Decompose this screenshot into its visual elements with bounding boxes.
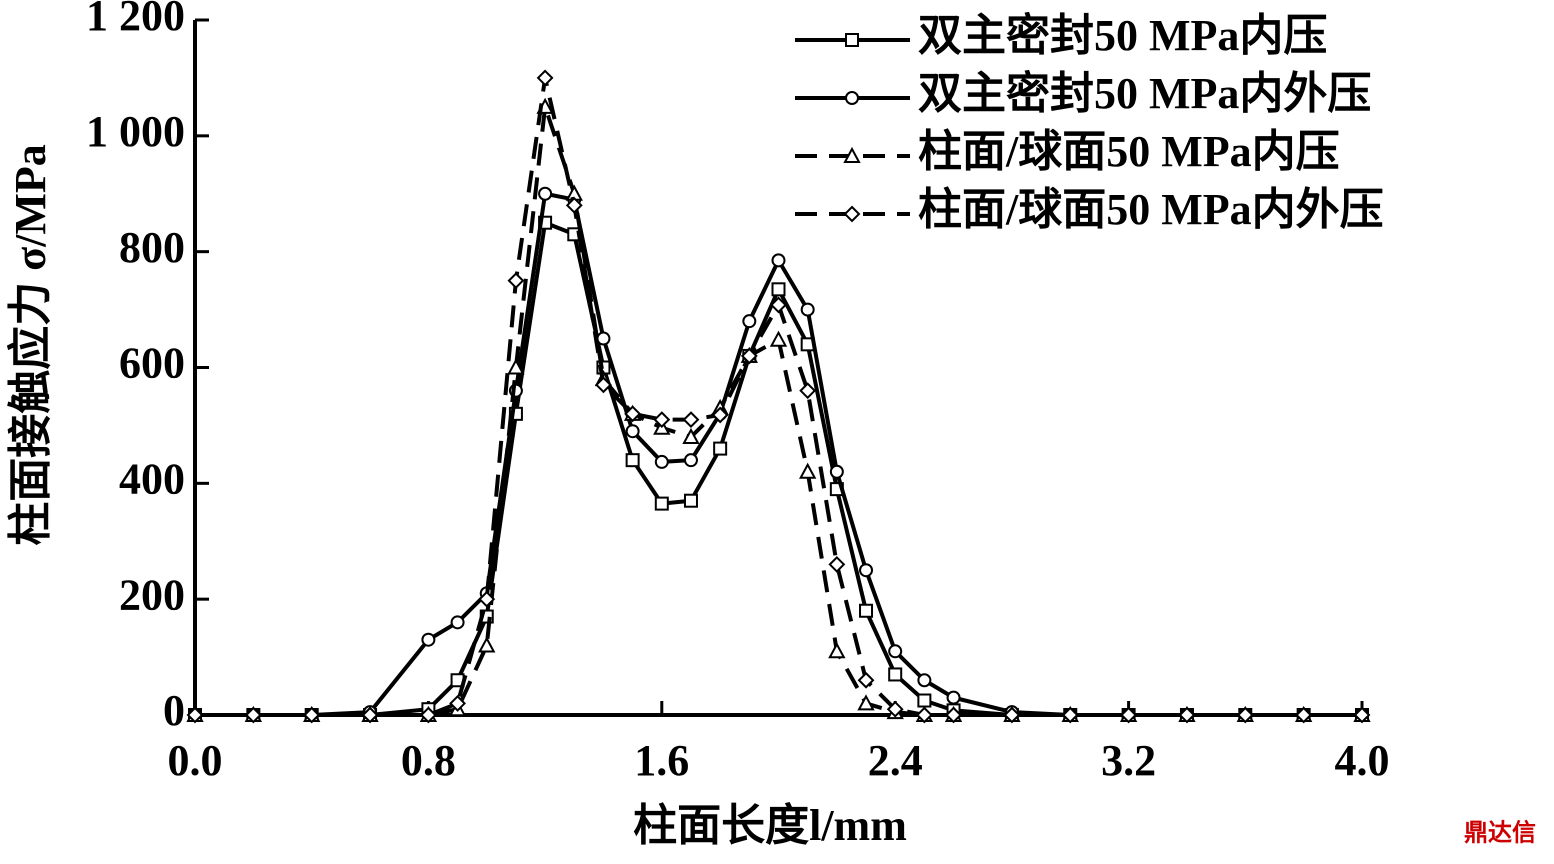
marker [771,253,786,268]
marker [917,673,932,688]
marker [653,411,671,429]
marker [244,706,262,724]
x-tick-label: 3.2 [1101,736,1156,785]
marker [478,636,496,653]
marker [859,603,874,618]
legend-label: 双主密封50 MPa内压 [918,11,1327,60]
marker [624,405,642,423]
marker [915,706,933,724]
marker [946,690,961,705]
series-line [195,191,1362,717]
marker [596,331,611,346]
marker [303,706,321,724]
marker [859,563,874,578]
marker [828,556,846,573]
marker [682,411,700,429]
marker [682,427,700,444]
marker [450,615,465,630]
y-tick-label: 600 [119,339,185,388]
marker [1353,706,1371,724]
y-tick-label: 400 [119,454,185,503]
legend-marker [845,33,859,47]
marker [829,464,844,479]
marker [1295,706,1313,724]
marker [478,590,496,608]
marker [888,667,903,682]
x-tick-label: 4.0 [1335,736,1390,785]
marker [713,441,728,456]
marker [1061,706,1079,724]
marker [886,700,904,718]
y-tick-label: 1 000 [86,107,185,156]
marker [538,186,553,201]
marker [711,406,729,424]
marker [740,347,758,365]
legend-marker [843,146,861,163]
legend-label: 柱面/球面50 MPa内压 [918,127,1340,176]
y-tick-label: 1 200 [86,0,185,40]
legend-marker [843,205,861,223]
marker [625,453,640,468]
marker [888,644,903,659]
marker [945,706,962,724]
marker [186,706,204,724]
y-tick-label: 0 [163,686,185,735]
legend-label: 双主密封50 MPa内外压 [918,69,1371,118]
marker [419,706,437,724]
marker [769,330,788,347]
y-axis-label: 柱面接触应力 σ/MPa [6,144,55,546]
x-axis-label: 柱面长度l/mm [633,801,907,850]
x-tick-label: 1.6 [634,736,689,785]
y-tick-label: 200 [119,570,185,619]
marker [421,632,436,647]
marker [507,272,525,290]
marker [742,314,757,329]
marker [1178,706,1196,724]
marker [799,462,817,479]
marker [595,376,612,394]
y-tick-label: 800 [119,223,185,272]
marker [857,671,875,689]
marker [654,496,669,511]
marker [917,693,932,708]
marker [799,382,817,400]
marker [565,196,583,214]
marker [770,296,787,314]
marker [507,358,525,375]
marker [654,454,669,469]
marker [449,695,466,712]
marker [1003,706,1021,724]
marker [683,453,698,468]
marker [857,694,875,711]
x-tick-label: 2.4 [868,736,923,785]
marker [1120,706,1138,724]
marker [828,642,846,659]
legend-marker [845,91,859,105]
x-tick-label: 0.8 [401,736,456,785]
marker [536,69,554,87]
marker [361,706,379,724]
legend-label: 柱面/球面50 MPa内外压 [918,185,1384,234]
marker [771,282,786,297]
watermark: 鼎达信 [1464,819,1536,847]
x-tick-label: 0.0 [168,736,223,785]
marker [683,493,698,508]
marker [1236,706,1254,724]
marker [625,424,640,439]
marker [800,302,815,317]
